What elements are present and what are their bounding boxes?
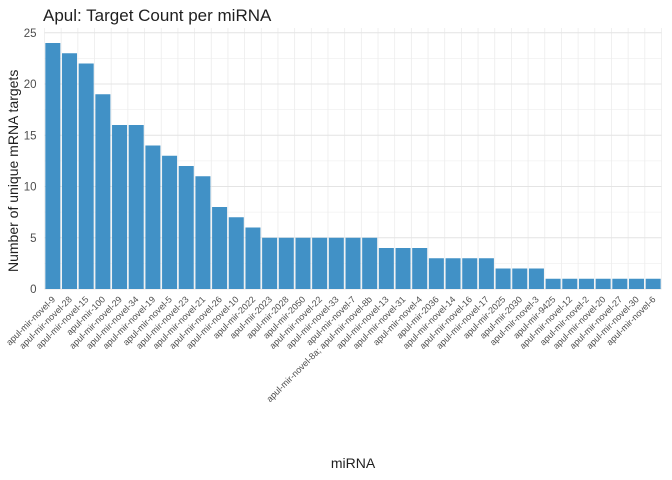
bar-apul-mir-2023 <box>262 237 278 289</box>
bar-apul-mir-novel-19 <box>145 145 161 289</box>
bar-apul-mir-novel-30 <box>628 278 644 289</box>
bar-apul-mir-novel-34 <box>128 125 144 289</box>
bar-apul-mir-novel-9 <box>45 43 61 289</box>
bar-apul-mir-novel-10 <box>228 217 244 289</box>
chart-title: Apul: Target Count per miRNA <box>43 6 272 25</box>
bar-apul-mir-novel-8a; apul-mir-novel-8b <box>362 237 378 289</box>
y-tick-label: 15 <box>24 130 37 142</box>
bar-apul-mir-100 <box>95 94 111 289</box>
bar-apul-mir-2025 <box>495 268 511 289</box>
y-tick-label: 5 <box>30 233 36 245</box>
bar-apul-mir-novel-13 <box>378 248 394 289</box>
bar-apul-mir-novel-22 <box>312 237 328 289</box>
bar-apul-mir-2028 <box>278 237 294 289</box>
bar-apul-mir-novel-26 <box>212 207 228 289</box>
bar-apul-mir-novel-5 <box>162 155 178 289</box>
bar-apul-mir-novel-27 <box>612 278 628 289</box>
bar-apul-mir-novel-21 <box>195 176 211 289</box>
bar-apul-mir-2050 <box>295 237 311 289</box>
y-tick-label: 20 <box>24 79 37 91</box>
bar-apul-mir-novel-2 <box>578 278 594 289</box>
bar-apul-mir-novel-14 <box>445 258 461 289</box>
bar-apul-mir-9425 <box>545 278 561 289</box>
y-tick-label: 0 <box>30 284 36 296</box>
x-axis-title: miRNA <box>330 455 376 471</box>
bar-apul-mir-novel-7 <box>345 237 361 289</box>
bar-apul-mir-novel-20 <box>595 278 611 289</box>
bar-apul-mir-novel-6 <box>645 278 661 289</box>
bar-apul-mir-novel-29 <box>112 125 128 289</box>
bar-apul-mir-novel-28 <box>62 53 78 289</box>
bar-apul-mir-novel-23 <box>178 166 194 289</box>
bar-apul-mir-2022 <box>245 227 261 289</box>
bar-apul-mir-novel-15 <box>78 63 94 289</box>
bar-apul-mir-2036 <box>428 258 444 289</box>
bar-apul-mir-novel-17 <box>478 258 494 289</box>
bar-apul-mir-2030 <box>512 268 528 289</box>
bar-apul-mir-novel-3 <box>528 268 544 289</box>
bar-apul-mir-novel-12 <box>562 278 578 289</box>
y-tick-label: 10 <box>24 182 37 194</box>
bar-apul-mir-novel-31 <box>395 248 411 289</box>
y-tick-label: 25 <box>24 28 37 40</box>
bar-apul-mir-novel-4 <box>412 248 428 289</box>
bar-apul-mir-novel-33 <box>328 237 344 289</box>
bar-apul-mir-novel-16 <box>462 258 478 289</box>
